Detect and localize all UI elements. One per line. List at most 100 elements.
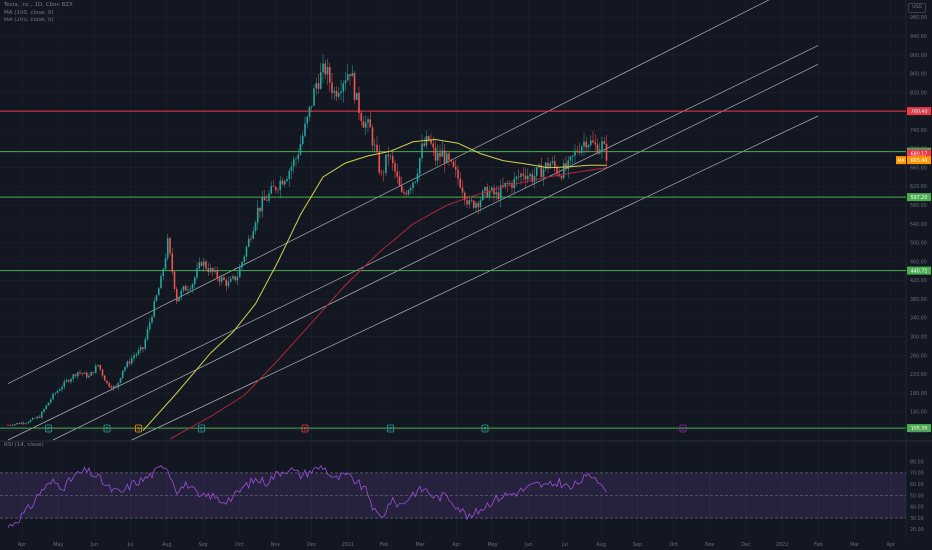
candle-body <box>180 290 183 298</box>
time-axis[interactable]: Apr May Jun Jul Aug Sep Oct Nov Dec 2021 Feb Mar Apr… <box>18 542 895 548</box>
candle-body <box>450 159 453 162</box>
candle-body <box>592 140 594 143</box>
candle-body <box>34 417 36 419</box>
candle-body <box>535 167 538 176</box>
candle-body <box>297 154 300 159</box>
event-marker-letter: E <box>304 427 307 433</box>
candle-body <box>409 188 412 191</box>
price-tick-label: 340.00 <box>910 316 927 322</box>
candle-body <box>475 203 477 208</box>
candle-body <box>443 150 446 164</box>
price-marker-prefix: MA <box>898 158 906 164</box>
price-tick-label: 420.00 <box>910 278 927 284</box>
candle-body <box>468 199 471 205</box>
time-tick-label: Dec <box>741 542 751 548</box>
price-tick-label: 820.00 <box>910 90 927 96</box>
candle-body <box>133 355 135 359</box>
channel-line <box>52 64 819 441</box>
candle-body <box>364 122 367 128</box>
price-tick-label: 900.00 <box>910 53 927 59</box>
price-tick-label: 140.00 <box>910 410 927 416</box>
candle-body <box>9 424 12 426</box>
candle-body <box>178 297 180 302</box>
candle-body <box>173 271 176 289</box>
candle-body <box>382 172 385 174</box>
candle-body <box>211 268 214 272</box>
event-marker-letter: E <box>682 427 685 433</box>
candle-body <box>497 192 500 199</box>
candle-body <box>308 106 311 117</box>
price-tick-label: 220.00 <box>910 372 927 378</box>
candle-body <box>605 143 608 161</box>
candle-body <box>288 170 291 179</box>
candle-body <box>585 141 588 148</box>
symbol-title[interactable]: Tesla, Inc., 1D, Cboe BZX <box>4 2 73 8</box>
rsi-legend[interactable]: RSI (14, close) <box>4 442 44 448</box>
candle-body <box>301 135 304 144</box>
candle-body <box>216 269 219 278</box>
candle-body <box>67 380 70 382</box>
candle-body <box>43 409 45 412</box>
time-tick-label: Jun <box>524 542 533 548</box>
candle-body <box>378 151 381 173</box>
candle-body <box>290 166 293 171</box>
candle-body <box>119 377 122 383</box>
candle-body <box>317 83 320 89</box>
rsi-pane: 80.00 70.00 60.00 50.00 40.00 30.00 20.00 <box>0 459 924 533</box>
price-tick-label: 500.00 <box>910 241 927 247</box>
candle-body <box>346 74 349 81</box>
candle-body <box>61 387 63 390</box>
candle-body <box>355 92 358 100</box>
candle-body <box>324 63 327 75</box>
price-tick-label: 860.00 <box>910 72 927 78</box>
candle-body <box>333 90 336 93</box>
currency-button[interactable]: USD <box>908 3 926 13</box>
price-tick-label: 100.00 <box>910 428 927 434</box>
candle-body <box>454 166 457 170</box>
candle-body <box>315 83 318 89</box>
time-tick-label: Dec <box>307 542 317 548</box>
candle-body <box>340 91 342 94</box>
ma200-legend[interactable]: MA (200, close, 0) <box>4 17 54 23</box>
candle-body <box>155 295 158 301</box>
rsi-tick-label: 40.00 <box>910 505 924 511</box>
candle-body <box>261 197 264 212</box>
price-tick-label: 300.00 <box>910 334 927 340</box>
candle-body <box>270 186 273 194</box>
candle-body <box>115 386 117 388</box>
candle-body <box>477 203 480 208</box>
candle-body <box>128 361 131 364</box>
candle-body <box>148 322 151 330</box>
candle-body <box>511 183 513 189</box>
candle-body <box>76 372 79 377</box>
candle-body <box>520 173 522 177</box>
candle-body <box>499 185 502 199</box>
candle-body <box>490 187 493 192</box>
candle-body <box>448 153 450 160</box>
candle-body <box>164 258 167 269</box>
candle-body <box>99 364 102 370</box>
price-axis[interactable]: 100.00 140.00 180.00 220.00 260.00 300.00 340.… <box>910 15 927 434</box>
price-marker-label: 680.17 <box>911 152 928 158</box>
time-tick-label: Sep <box>198 542 207 548</box>
candle-body <box>272 186 275 187</box>
candle-body <box>418 158 421 174</box>
candle-body <box>184 286 187 291</box>
level-label: 440.71 <box>911 269 928 275</box>
ma100-legend[interactable]: MA (100, close, 0) <box>4 9 54 16</box>
horizontal-levels: 780.40694.16597.20440.71105.36680.17665.… <box>0 107 931 433</box>
candle-body <box>29 419 32 423</box>
candle-body <box>335 90 338 97</box>
candle-body <box>436 152 439 161</box>
event-marker <box>135 424 142 433</box>
candle-body <box>232 276 234 279</box>
candle-body <box>353 72 356 100</box>
candle-body <box>187 289 189 291</box>
time-tick-label: Oct <box>235 542 243 548</box>
candle-body <box>322 63 324 73</box>
candle-body <box>252 231 255 239</box>
candle-body <box>108 383 111 387</box>
candle-body <box>214 269 216 272</box>
